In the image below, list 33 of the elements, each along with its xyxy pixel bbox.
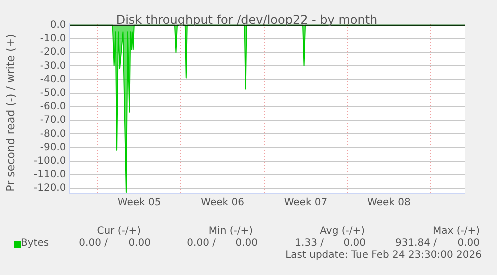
y-tick-label: -80.0 <box>40 128 66 140</box>
text: 1.33 / <box>295 238 324 249</box>
y-tick-label: -90.0 <box>40 142 66 154</box>
y-tick-label: -20.0 <box>40 47 66 58</box>
chart-title: Disk throughput for /dev/loop22 - by month <box>116 13 378 27</box>
y-tick-label: -100.0 <box>34 156 66 167</box>
text: 0.00 <box>128 238 151 249</box>
y-axis-title: Pr second read (-) / write (+) <box>4 34 18 192</box>
x-tick-label: Week 07 <box>284 198 328 209</box>
y-tick-label: 0.0 <box>50 20 66 31</box>
text: Avg (-/+) <box>320 226 365 237</box>
text: 0.00 / <box>187 238 216 249</box>
text: 931.84 / <box>395 238 437 249</box>
x-tick-label: Week 05 <box>118 198 162 209</box>
y-tick-label: -120.0 <box>34 183 66 194</box>
text: Min (-/+) <box>208 226 253 237</box>
text: 0.00 <box>236 238 258 249</box>
x-tick-label: Week 08 <box>368 198 411 209</box>
x-tick-label: Week 06 <box>201 198 244 209</box>
text: 0.00 <box>458 238 480 249</box>
y-tick-label: -60.0 <box>40 102 66 113</box>
y-tick-label: -40.0 <box>40 74 66 86</box>
y-tick-label: -30.0 <box>40 60 66 72</box>
y-tick-label: -10.0 <box>40 34 66 45</box>
text: Cur (-/+) <box>97 226 141 237</box>
y-tick-label: -70.0 <box>40 115 66 126</box>
text: Last update: Tue Feb 24 23:30:00 2026 <box>286 250 482 261</box>
y-tick-label: -110.0 <box>34 170 66 181</box>
text: Max (-/+) <box>432 226 480 237</box>
text: 0.00 <box>344 238 366 249</box>
y-tick-label: -50.0 <box>40 88 66 99</box>
legend-label: Bytes <box>21 238 50 249</box>
text: 0.00 / <box>79 238 108 249</box>
